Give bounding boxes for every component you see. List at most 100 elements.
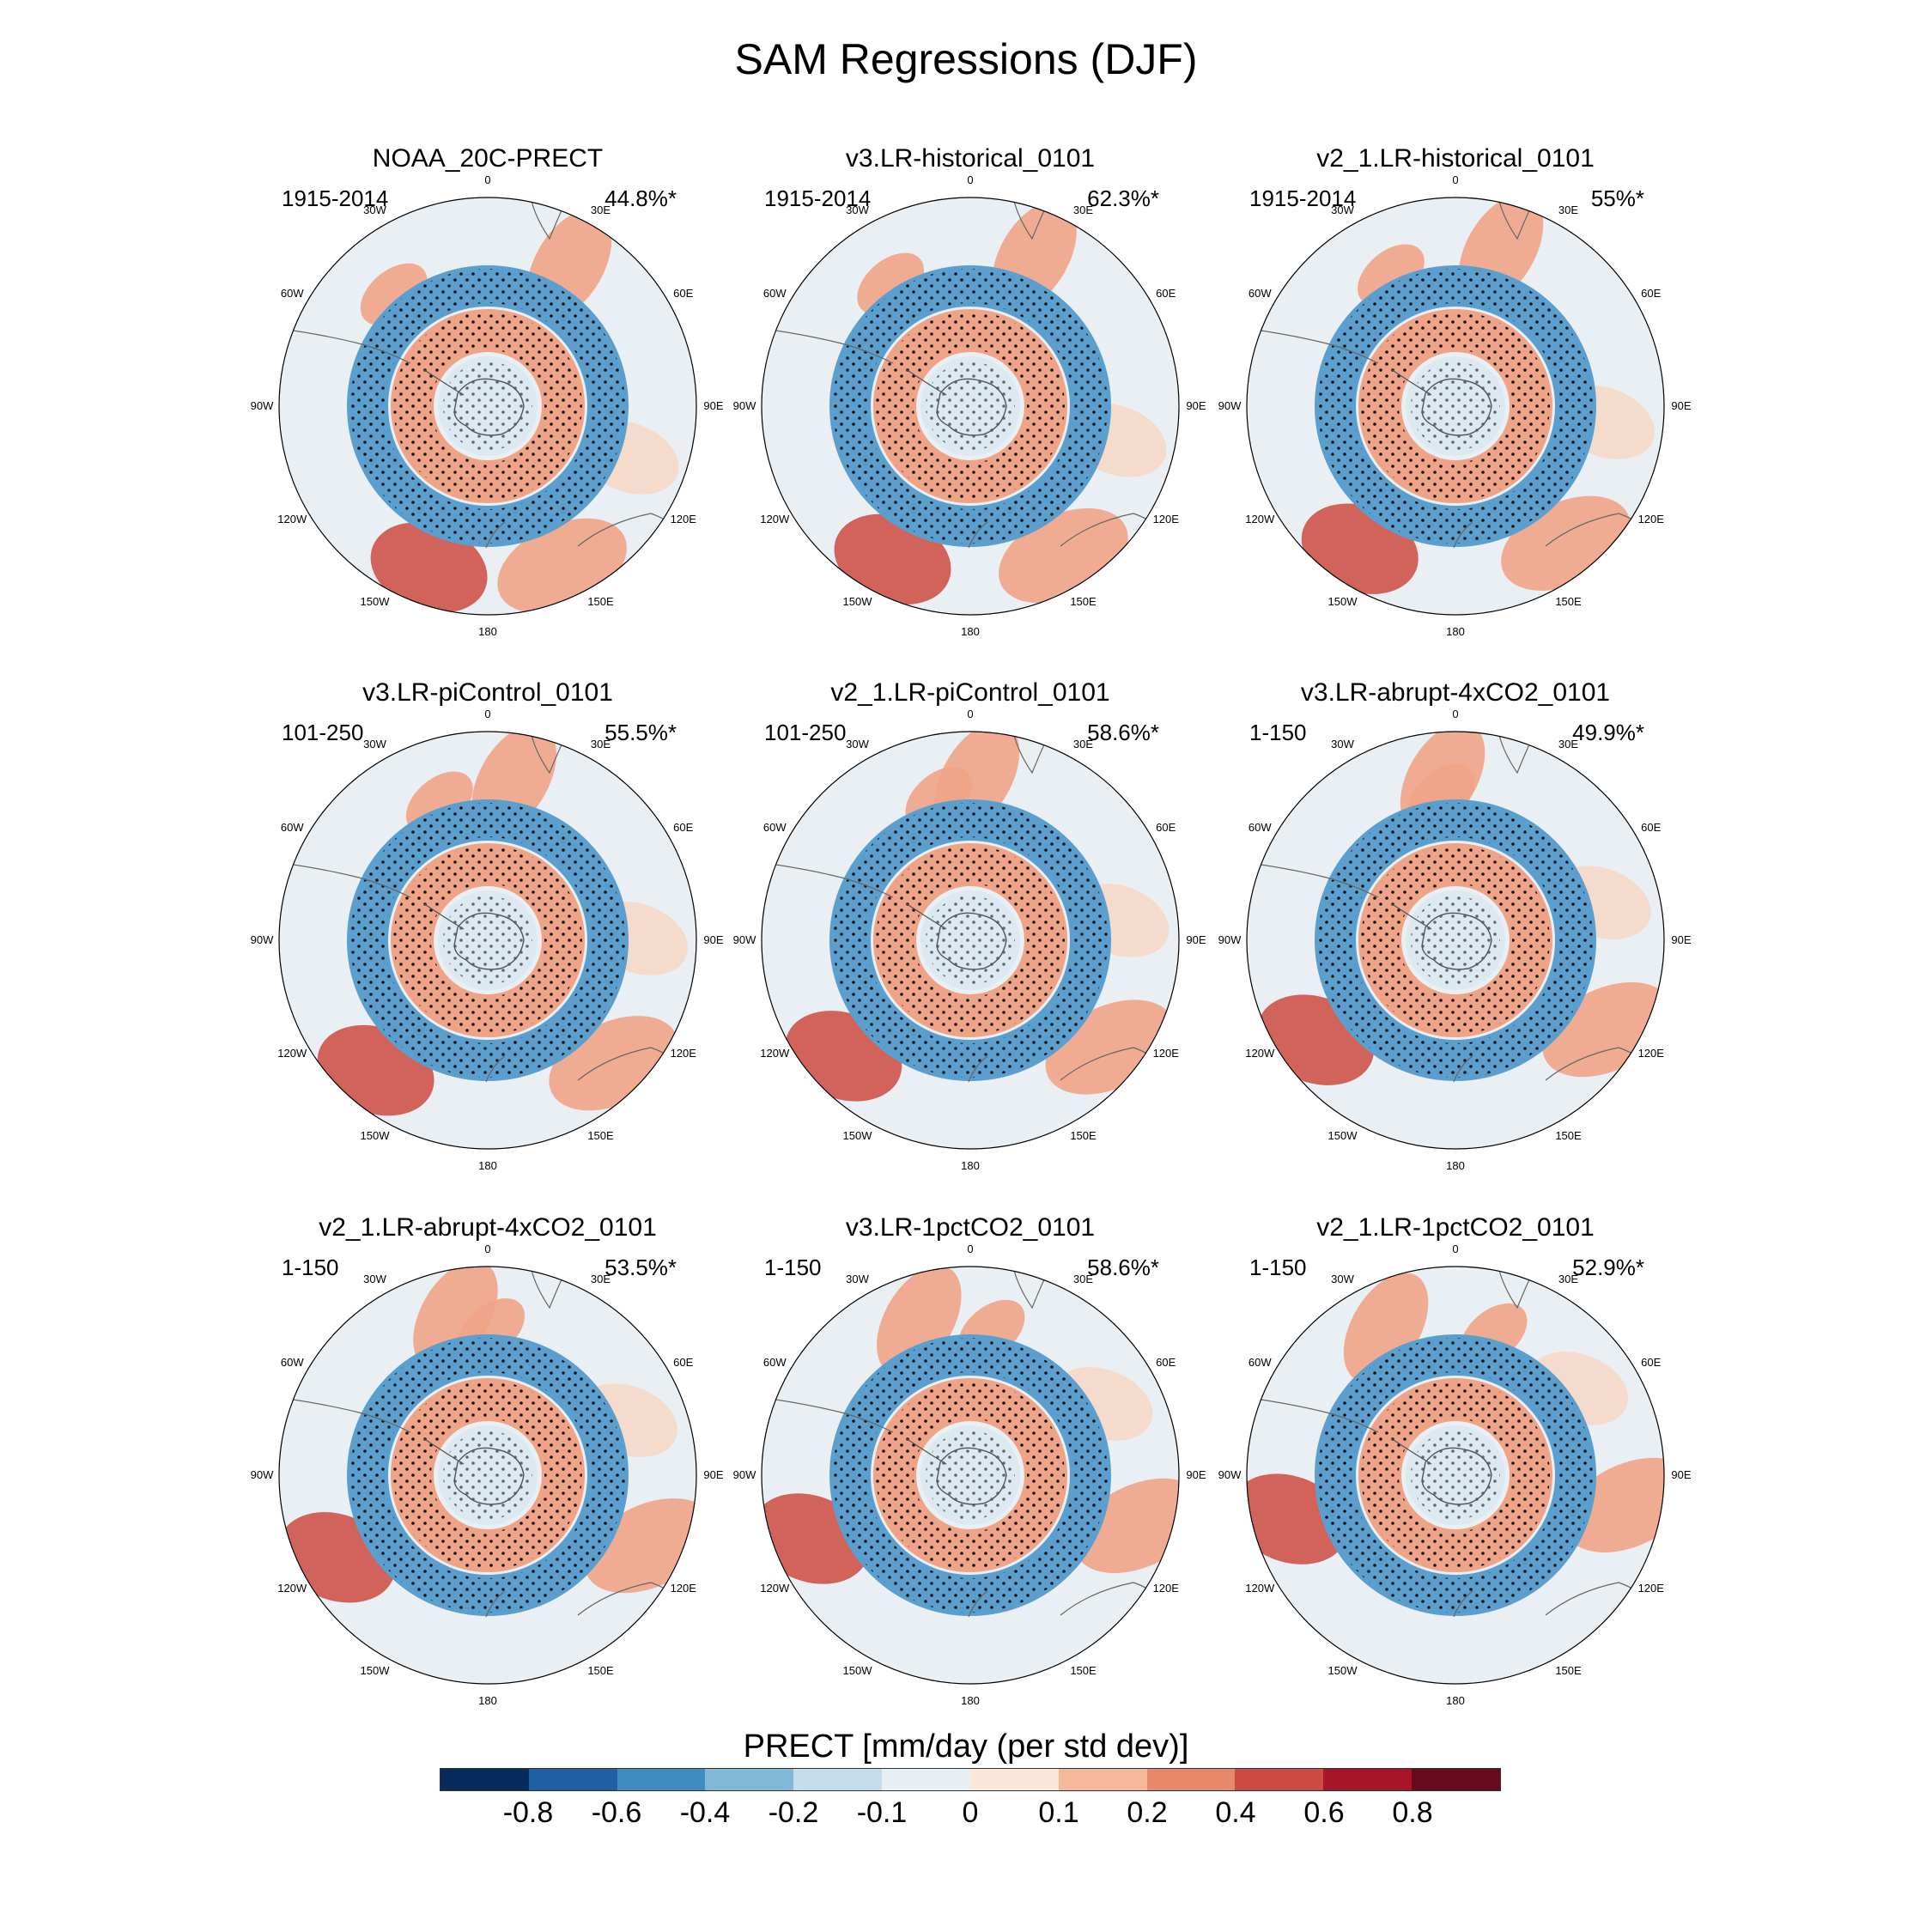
panel-title: v2_1.LR-1pctCO2_0101 — [1316, 1213, 1595, 1242]
colorbar-swatch — [882, 1769, 970, 1790]
longitude-label: 120E — [670, 512, 696, 526]
colorbar-swatch — [1058, 1769, 1147, 1790]
longitude-label: 90W — [250, 399, 274, 412]
longitude-label: 120W — [277, 1581, 307, 1595]
longitude-label: 0 — [967, 173, 974, 186]
map-panel: v3.LR-1pctCO2_0101 1-150 58.6%* 0 30E 60E 90E 1… — [730, 1213, 1211, 1707]
map-panel: v2_1.LR-piControl_0101 101-250 58.6%* 0 30E 6… — [730, 678, 1211, 1172]
longitude-label: 30E — [1072, 204, 1094, 217]
colorbar-swatch — [1146, 1769, 1236, 1790]
longitude-label: 60E — [1156, 820, 1176, 834]
antarctica-coastline — [936, 378, 1007, 436]
longitude-label: 30E — [1558, 738, 1579, 751]
variance-percent: 58.6%* — [1087, 720, 1159, 745]
stippling-ring — [350, 803, 625, 1078]
colorbar-tick-label: -0.4 — [679, 1796, 731, 1829]
panel-title: v3.LR-historical_0101 — [845, 144, 1096, 173]
polar-map — [1246, 1266, 1665, 1685]
panel-title: v2_1.LR-historical_0101 — [1316, 144, 1595, 173]
new-zealand-coastline — [485, 1055, 506, 1083]
longitude-label: 120E — [1152, 1581, 1179, 1595]
colorbar-swatch — [1235, 1769, 1324, 1790]
longitude-label: 150W — [1327, 1663, 1358, 1677]
stippling-cap — [443, 896, 532, 985]
colorbar-tick-label: -0.2 — [768, 1796, 819, 1829]
longitude-label: 180 — [961, 625, 980, 638]
stippling-cap — [443, 1431, 532, 1520]
new-zealand-coastline — [968, 521, 988, 549]
map-border — [1246, 731, 1665, 1150]
longitude-label: 120E — [670, 1581, 696, 1595]
longitude-label: 30W — [363, 738, 386, 751]
stippling-ring — [1318, 269, 1593, 544]
anomaly-blob — [370, 522, 488, 613]
longitude-label: 180 — [961, 1694, 980, 1707]
peninsula-coastline — [422, 368, 465, 396]
variance-percent: 62.3%* — [1087, 185, 1159, 211]
south-america-coastline — [1249, 328, 1379, 364]
period-label: 1-150 — [764, 1255, 822, 1280]
longitude-label: 90E — [1186, 933, 1206, 946]
colorbar-tick-label: 0.6 — [1303, 1796, 1345, 1829]
longitude-label: 150E — [1555, 1128, 1582, 1142]
variance-percent: 55%* — [1590, 185, 1644, 211]
period-label: 101-250 — [764, 720, 847, 745]
period-label: 1915-2014 — [764, 185, 872, 211]
antarctica-coastline — [453, 1447, 525, 1505]
new-zealand-coastline — [968, 1055, 988, 1083]
longitude-label: 60E — [1641, 820, 1662, 834]
longitude-label: 0 — [484, 173, 491, 186]
longitude-label: 150W — [1327, 1128, 1358, 1142]
longitude-label: 150W — [360, 594, 390, 608]
stippling-ring — [1361, 1381, 1550, 1570]
colorbar-swatch — [969, 1769, 1059, 1790]
map-border — [1246, 1266, 1665, 1685]
polar-map — [278, 197, 697, 616]
stippling-ring — [393, 312, 582, 501]
polar-map — [1246, 197, 1665, 616]
longitude-label: 60W — [762, 1355, 787, 1369]
south-america-coastline — [763, 1397, 894, 1433]
stippling-ring — [876, 1381, 1065, 1570]
map-border — [278, 731, 697, 1150]
longitude-label: 120W — [1245, 512, 1275, 526]
map-panel: NOAA_20C-PRECT 1915-2014 44.8%* 0 30E 60E 90E 1… — [247, 144, 728, 638]
polar-map — [278, 1266, 697, 1685]
longitude-label: 90W — [250, 1468, 274, 1481]
longitude-label: 90E — [1186, 399, 1206, 412]
longitude-label: 60W — [1248, 1355, 1272, 1369]
longitude-label: 30W — [846, 738, 869, 751]
stippling-ring — [393, 1381, 582, 1570]
longitude-label: 90E — [703, 399, 724, 412]
map-panel: v3.LR-abrupt-4xCO2_0101 1-150 49.9%* 0 30E 60… — [1215, 678, 1696, 1172]
colorbar-tick-label: -0.1 — [856, 1796, 908, 1829]
longitude-label: 90E — [1671, 1468, 1692, 1481]
variance-percent: 58.6%* — [1087, 1255, 1159, 1280]
longitude-label: 30E — [590, 1273, 611, 1286]
longitude-label: 30W — [363, 204, 386, 217]
longitude-label: 90W — [732, 399, 756, 412]
longitude-label: 150W — [360, 1128, 390, 1142]
longitude-label: 150E — [1070, 594, 1097, 608]
stippling-cap — [1411, 1431, 1500, 1520]
longitude-label: 90E — [1671, 933, 1692, 946]
map-panel: v3.LR-piControl_0101 101-250 55.5%* 0 30E 60E… — [247, 678, 728, 1172]
longitude-label: 180 — [1446, 1694, 1465, 1707]
colorbar — [440, 1768, 1501, 1791]
variance-percent: 52.9%* — [1572, 1255, 1644, 1280]
longitude-label: 120E — [1637, 512, 1664, 526]
period-label: 1-150 — [1249, 720, 1307, 745]
longitude-label: 30W — [1331, 1273, 1354, 1286]
map-border — [761, 731, 1180, 1150]
map-border — [278, 197, 697, 616]
map-panel: v2_1.LR-historical_0101 1915-2014 55%* 0 30E… — [1215, 144, 1696, 638]
period-label: 1915-2014 — [1249, 185, 1357, 211]
longitude-label: 120W — [760, 1581, 790, 1595]
longitude-label: 180 — [478, 1159, 497, 1172]
longitude-label: 120E — [1152, 512, 1179, 526]
peninsula-coastline — [1390, 902, 1432, 930]
longitude-label: 0 — [1452, 173, 1459, 186]
longitude-label: 30W — [1331, 204, 1354, 217]
new-zealand-coastline — [968, 1590, 988, 1618]
peninsula-coastline — [905, 902, 947, 930]
